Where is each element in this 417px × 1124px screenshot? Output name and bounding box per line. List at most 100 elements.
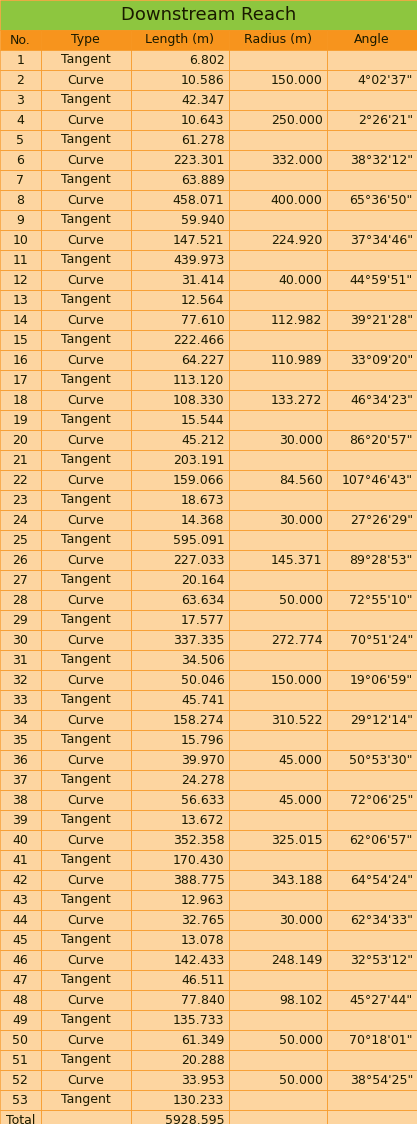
- Text: 50.000: 50.000: [279, 1033, 322, 1046]
- Bar: [229, 810, 327, 830]
- Bar: [0, 70, 41, 90]
- Bar: [131, 470, 229, 490]
- Bar: [0, 870, 41, 890]
- Bar: [327, 570, 417, 590]
- Bar: [327, 830, 417, 850]
- Text: 133.272: 133.272: [271, 393, 322, 407]
- Text: 39: 39: [13, 814, 28, 826]
- Text: Tangent: Tangent: [61, 93, 111, 107]
- Bar: [131, 850, 229, 870]
- Bar: [0, 210, 41, 230]
- Text: 332.000: 332.000: [271, 154, 322, 166]
- Text: 108.330: 108.330: [173, 393, 224, 407]
- Text: 38°32'12": 38°32'12": [350, 154, 413, 166]
- Bar: [229, 410, 327, 430]
- Text: 15: 15: [13, 334, 28, 346]
- Text: 223.301: 223.301: [173, 154, 224, 166]
- Bar: [0, 970, 41, 990]
- Text: 10.643: 10.643: [181, 114, 224, 127]
- Bar: [41, 49, 131, 70]
- Bar: [131, 49, 229, 70]
- Bar: [229, 450, 327, 470]
- Bar: [327, 930, 417, 950]
- Text: 8: 8: [16, 193, 25, 207]
- Bar: [41, 550, 131, 570]
- Text: 18.673: 18.673: [181, 493, 224, 507]
- Bar: [131, 170, 229, 190]
- Bar: [0, 290, 41, 310]
- Bar: [327, 670, 417, 690]
- Bar: [0, 610, 41, 629]
- Bar: [0, 410, 41, 430]
- Bar: [327, 270, 417, 290]
- Text: Curve: Curve: [67, 953, 104, 967]
- Bar: [0, 1050, 41, 1070]
- Bar: [0, 470, 41, 490]
- Bar: [229, 490, 327, 510]
- Text: 12.564: 12.564: [181, 293, 224, 307]
- Text: Tangent: Tangent: [61, 934, 111, 946]
- Bar: [0, 430, 41, 450]
- Bar: [229, 890, 327, 910]
- Bar: [327, 870, 417, 890]
- Bar: [327, 170, 417, 190]
- Bar: [41, 750, 131, 770]
- Bar: [327, 450, 417, 470]
- Bar: [229, 650, 327, 670]
- Text: 32: 32: [13, 673, 28, 687]
- Text: 38: 38: [13, 794, 28, 807]
- Text: 59.940: 59.940: [181, 214, 224, 227]
- Bar: [327, 250, 417, 270]
- Text: 70°18'01": 70°18'01": [349, 1033, 413, 1046]
- Text: Curve: Curve: [67, 193, 104, 207]
- Text: Curve: Curve: [67, 873, 104, 887]
- Text: 2: 2: [17, 73, 24, 87]
- Bar: [327, 110, 417, 130]
- Bar: [41, 990, 131, 1010]
- Text: 6: 6: [17, 154, 24, 166]
- Text: 14.368: 14.368: [181, 514, 224, 526]
- Text: 113.120: 113.120: [173, 373, 224, 387]
- Bar: [131, 570, 229, 590]
- Text: 61.349: 61.349: [181, 1033, 224, 1046]
- Bar: [41, 290, 131, 310]
- Text: 310.522: 310.522: [271, 714, 322, 726]
- Text: 439.973: 439.973: [173, 254, 224, 266]
- Bar: [131, 130, 229, 149]
- Text: 46: 46: [13, 953, 28, 967]
- Bar: [131, 930, 229, 950]
- Text: 15.544: 15.544: [181, 414, 224, 426]
- Text: Curve: Curve: [67, 434, 104, 446]
- Bar: [131, 770, 229, 790]
- Bar: [229, 770, 327, 790]
- Bar: [41, 810, 131, 830]
- Text: 39°21'28": 39°21'28": [350, 314, 413, 326]
- Bar: [327, 350, 417, 370]
- Text: Curve: Curve: [67, 1073, 104, 1087]
- Bar: [0, 230, 41, 250]
- Bar: [41, 1070, 131, 1090]
- Text: Angle: Angle: [354, 34, 389, 46]
- Text: 29°12'14": 29°12'14": [350, 714, 413, 726]
- Bar: [131, 350, 229, 370]
- Text: 10: 10: [13, 234, 28, 246]
- Text: 45.741: 45.741: [181, 694, 224, 707]
- Bar: [327, 1070, 417, 1090]
- Bar: [131, 490, 229, 510]
- Bar: [327, 810, 417, 830]
- Bar: [41, 1050, 131, 1070]
- Text: 84.560: 84.560: [279, 473, 322, 487]
- Bar: [41, 650, 131, 670]
- Bar: [229, 710, 327, 729]
- Bar: [131, 890, 229, 910]
- Text: 72°55'10": 72°55'10": [349, 593, 413, 607]
- Text: 62°06'57": 62°06'57": [349, 834, 413, 846]
- Bar: [131, 310, 229, 330]
- Bar: [131, 330, 229, 350]
- Text: 145.371: 145.371: [271, 553, 322, 566]
- Bar: [229, 90, 327, 110]
- Text: 32°53'12": 32°53'12": [350, 953, 413, 967]
- Bar: [229, 1030, 327, 1050]
- Bar: [0, 1010, 41, 1030]
- Bar: [229, 110, 327, 130]
